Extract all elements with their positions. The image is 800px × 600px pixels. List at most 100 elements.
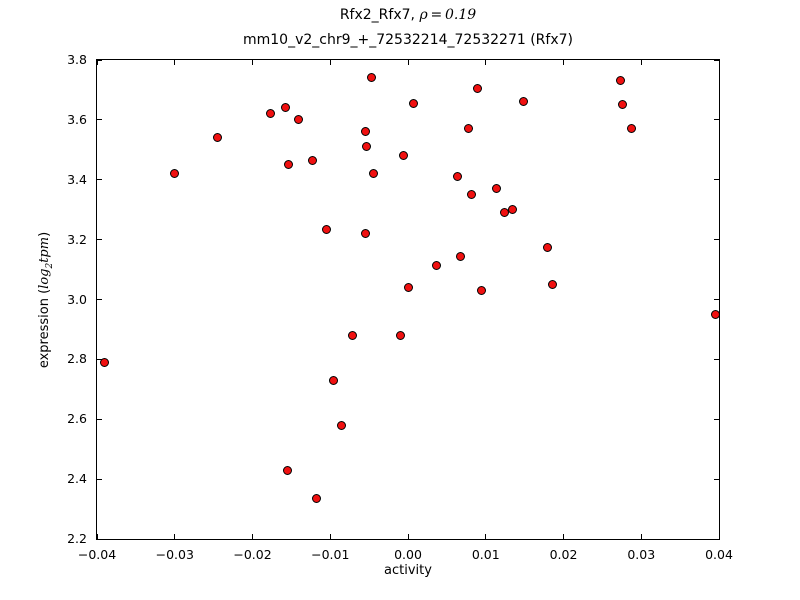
y-tick-mark <box>714 418 719 420</box>
data-point <box>473 83 483 93</box>
y-tick-label: 2.6 <box>67 411 87 427</box>
data-point <box>170 169 180 179</box>
y-axis-label-log: log <box>37 268 53 289</box>
data-point <box>615 76 625 86</box>
data-point <box>347 330 357 340</box>
data-point <box>403 283 413 293</box>
y-tick-mark <box>714 239 719 241</box>
data-point <box>265 109 275 119</box>
y-tick-label: 3.2 <box>67 231 87 247</box>
x-tick-mark <box>640 534 642 539</box>
data-point <box>366 73 376 83</box>
y-tick-mark <box>714 358 719 360</box>
data-point <box>499 208 509 218</box>
data-point <box>360 229 370 239</box>
x-tick-label: 0.00 <box>394 547 422 562</box>
x-tick-label: −0.03 <box>155 547 194 562</box>
x-tick-label: −0.04 <box>77 547 117 562</box>
data-point <box>508 205 518 215</box>
x-tick-mark <box>96 534 98 539</box>
y-tick-label: 3.6 <box>67 111 87 127</box>
y-tick-mark <box>97 299 102 300</box>
y-tick-label: 2.8 <box>67 351 87 367</box>
data-point <box>283 160 293 170</box>
x-tick-mark <box>485 534 487 539</box>
data-point <box>467 190 477 200</box>
data-point <box>476 286 486 296</box>
x-tick-mark <box>485 60 487 65</box>
data-point <box>328 375 338 385</box>
y-tick-label: 3.0 <box>67 291 87 307</box>
x-tick-label: −0.02 <box>233 547 272 562</box>
x-tick-mark <box>329 534 331 539</box>
data-point <box>368 169 378 179</box>
y-tick-label: 3.8 <box>67 52 87 67</box>
x-tick-label: −0.01 <box>311 547 350 562</box>
data-point <box>360 127 370 137</box>
x-tick-mark <box>252 60 253 65</box>
x-tick-label: 0.01 <box>471 547 500 562</box>
data-point <box>307 155 317 165</box>
chart-title-text: Rfx2_Rfx7, <box>339 7 420 23</box>
data-point <box>321 224 331 234</box>
x-tick-mark <box>329 60 331 65</box>
x-tick-mark <box>640 60 642 65</box>
y-tick-mark <box>97 179 102 181</box>
y-tick-mark <box>97 418 102 420</box>
data-point <box>455 251 465 261</box>
y-tick-label: 2.2 <box>67 531 87 546</box>
x-tick-mark <box>252 534 253 539</box>
x-tick-mark <box>563 534 564 539</box>
y-axis-label-subscript: 2 <box>44 262 55 269</box>
x-tick-mark <box>174 534 176 539</box>
data-point <box>311 494 321 504</box>
data-point <box>362 142 372 152</box>
y-tick-mark <box>97 119 102 121</box>
y-tick-mark <box>714 538 719 540</box>
data-point <box>618 100 628 110</box>
data-point <box>100 357 110 367</box>
data-point <box>453 172 463 182</box>
chart-title-line2: mm10_v2_chr9_+_72532214_72532271 (Rfx7) <box>243 32 573 48</box>
x-tick-label: 0.04 <box>705 547 733 562</box>
data-point <box>626 124 636 134</box>
data-point <box>280 103 290 113</box>
x-tick-mark <box>718 60 720 65</box>
data-point <box>282 465 292 475</box>
x-axis-label: activity <box>384 563 432 578</box>
y-tick-mark <box>97 358 102 360</box>
data-point <box>548 280 558 290</box>
y-tick-mark <box>97 239 102 241</box>
y-tick-label: 3.4 <box>67 171 87 187</box>
data-point <box>293 115 303 125</box>
y-tick-mark <box>97 59 102 61</box>
y-tick-mark <box>714 478 719 480</box>
plot-area <box>96 59 720 540</box>
chart-title-line1: Rfx2_Rfx7, ρ = 0.19 <box>96 7 720 23</box>
y-tick-mark <box>714 299 719 300</box>
data-point <box>213 133 222 143</box>
x-tick-mark <box>563 60 564 65</box>
x-tick-mark <box>407 60 409 65</box>
y-tick-mark <box>714 179 719 181</box>
x-tick-mark <box>174 60 176 65</box>
x-tick-label: 0.03 <box>627 547 656 562</box>
data-point <box>395 330 405 340</box>
data-point <box>408 98 418 108</box>
data-point <box>337 420 347 430</box>
x-tick-mark <box>96 60 98 65</box>
y-tick-mark <box>97 478 102 480</box>
y-tick-mark <box>714 119 719 121</box>
y-tick-label: 2.4 <box>67 471 87 487</box>
data-point <box>542 242 552 252</box>
x-tick-mark <box>718 534 720 539</box>
data-point <box>432 260 442 270</box>
y-tick-mark <box>97 538 102 540</box>
data-point <box>519 97 529 107</box>
data-point <box>398 151 408 161</box>
data-point <box>492 184 502 194</box>
y-tick-mark <box>714 59 719 61</box>
data-point <box>464 124 474 134</box>
x-tick-label: 0.02 <box>549 547 578 562</box>
